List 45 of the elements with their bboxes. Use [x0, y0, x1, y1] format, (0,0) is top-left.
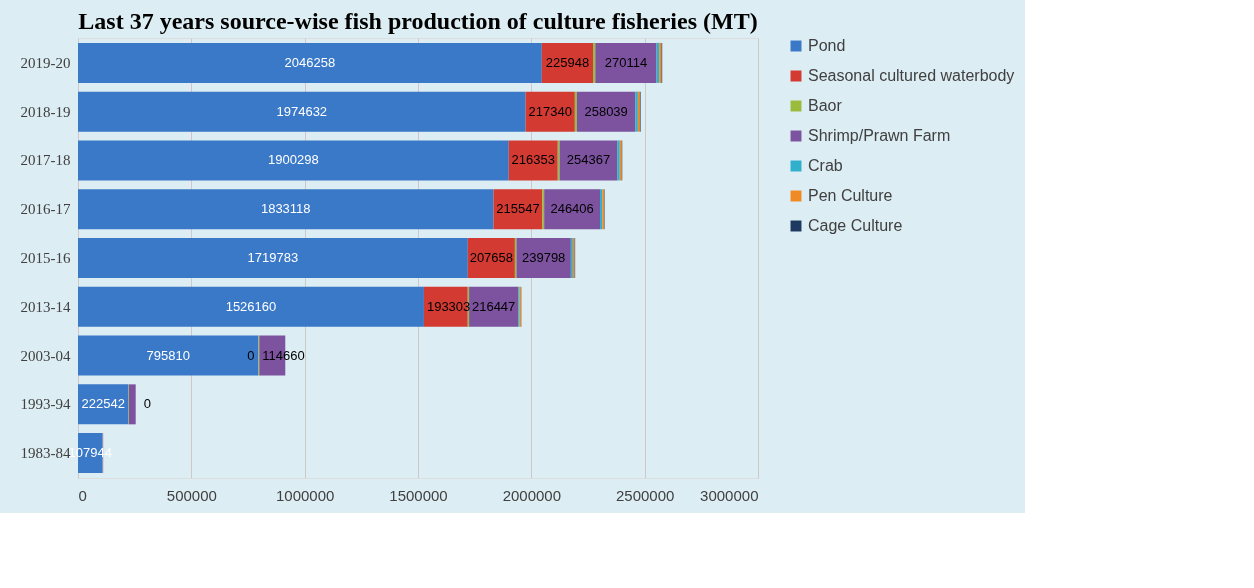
data-label: 217340 — [528, 103, 572, 119]
data-label: 216447 — [471, 298, 516, 314]
y-tick-label: 2003-04 — [20, 347, 71, 364]
legend-label: Crab — [808, 157, 843, 174]
x-tick-label: 500000 — [166, 486, 217, 504]
data-label: 795810 — [146, 347, 190, 363]
chart-title: Last 37 years source-wise fish production of culture fisheries (MT) — [78, 8, 758, 34]
x-tick-label: 0 — [78, 486, 87, 504]
data-label: 207658 — [469, 250, 514, 265]
x-tick-label: 1000000 — [275, 486, 335, 504]
data-label: 0 — [247, 347, 255, 363]
legend-label: Cage Culture — [808, 217, 903, 234]
y-tick-label: 2015-16 — [20, 250, 71, 266]
data-label: 1833118 — [260, 201, 311, 217]
y-tick-label: 2017-18 — [20, 152, 71, 169]
x-tick-label: 1500000 — [389, 486, 448, 504]
data-label: 216353 — [511, 152, 555, 168]
data-label: 239798 — [521, 250, 566, 265]
y-tick-label: 1983-84 — [20, 445, 71, 462]
data-label: 222542 — [81, 396, 125, 412]
data-label: 270114 — [604, 54, 648, 70]
y-tick-label: 2013-14 — [20, 298, 71, 315]
data-label: 1526160 — [225, 298, 277, 314]
data-label: 225948 — [545, 54, 590, 70]
y-tick-label: 2018-19 — [20, 103, 71, 120]
data-label: 215547 — [496, 201, 540, 217]
x-tick-label: 2500000 — [615, 486, 675, 504]
legend-label: Pond — [808, 37, 846, 54]
data-label: 0 — [143, 396, 151, 412]
data-label: 258039 — [584, 103, 628, 119]
legend-label: Seasonal cultured waterbody — [808, 67, 1015, 84]
data-label: 1719783 — [247, 250, 299, 265]
x-tick-label: 3000000 — [700, 486, 759, 504]
data-label: 254367 — [566, 152, 611, 168]
x-tick-label: 2000000 — [502, 486, 562, 504]
data-label: 2046258 — [284, 54, 336, 70]
data-label: 1974632 — [276, 103, 328, 119]
legend-label: Shrimp/Prawn Farm — [808, 127, 951, 144]
legend-label: Pen Culture — [808, 187, 893, 204]
y-tick-label: 2016-17 — [20, 201, 71, 218]
data-label: 246406 — [550, 201, 594, 217]
y-tick-label: 1993-94 — [20, 396, 71, 413]
legend-label: Baor — [808, 97, 843, 114]
data-label: 1900298 — [268, 152, 319, 168]
y-tick-label: 2019-20 — [20, 54, 71, 71]
